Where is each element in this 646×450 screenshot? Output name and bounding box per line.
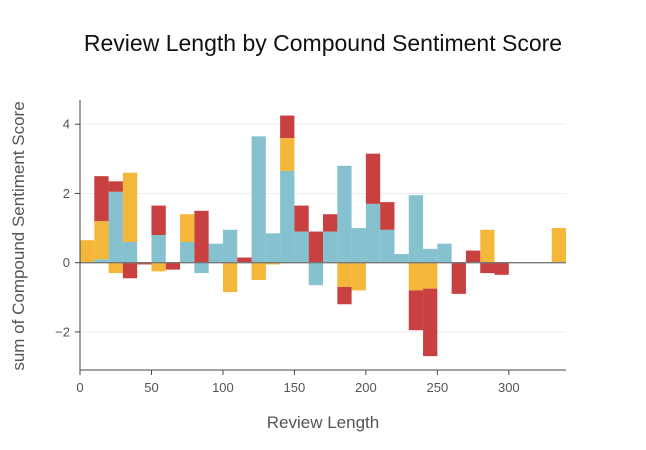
bar-s0-20 [423,248,438,263]
bar-s0-4 [180,241,195,263]
bar-s1-3 [122,172,138,242]
bar-s1-15 [551,228,566,263]
bar-s0-0 [94,259,109,263]
bar-s0-11 [294,231,309,263]
bar-s2-11 [323,214,338,232]
bar-s0-14 [337,165,352,263]
bar-s2-14 [380,202,395,230]
bar-s1-7 [251,262,266,280]
bar-s2-0 [94,176,109,222]
bar-s2-17 [451,262,466,294]
gridlines [80,123,566,333]
bar-s0-17 [380,229,395,263]
bar-s2-10 [308,231,323,263]
bar-s1-11 [351,262,366,291]
bar-s0-16 [365,203,381,263]
bar-s2-2 [122,262,138,279]
bar-s1-12 [408,262,424,291]
bar-s0-12 [308,262,323,286]
x-tick-label-0: 0 [76,380,83,395]
bar-s0-2 [122,241,138,263]
bar-s2-9 [294,205,309,232]
bar-s0-10 [280,170,295,263]
bar-s2-3 [137,262,152,265]
tick-labels: −2 0 2 4 0 50 100 150 200 250 300 [55,117,520,395]
y-tick-label-2: 2 [63,186,70,201]
bar-s1-13 [423,262,438,289]
bar-s2-16 [423,288,438,357]
bar-s2-8 [280,115,295,139]
bar-s2-5 [165,262,181,270]
bar-s2-15 [408,290,424,331]
x-tick-label-1: 50 [144,380,158,395]
y-tick-label-1: 0 [63,255,70,270]
bar-s1-4 [151,262,166,272]
bar-s1-1 [94,221,109,260]
bar-s2-18 [465,250,481,263]
axes [75,100,566,375]
bar-s1-9 [280,138,295,171]
x-tick-label-4: 200 [355,380,377,395]
bar-s1-5 [180,214,195,242]
bar-s2-1 [108,181,123,192]
chart-title: Review Length by Compound Sentiment Scor… [84,30,562,56]
bar-s2-19 [480,262,495,274]
bar-s0-8 [251,136,266,263]
bar-s1-6 [222,262,238,293]
bar-s0-3 [151,235,166,263]
y-axis-title: sum of Compound Sentiment Score [9,101,28,370]
bar-s0-15 [351,228,366,263]
x-tick-label-6: 300 [498,380,520,395]
bar-s2-13 [365,153,381,204]
bar-s0-7 [222,229,238,263]
bar-s1-2 [108,262,123,274]
y-tick-label-0: −2 [55,324,70,339]
x-axis-title: Review Length [267,413,379,432]
bar-s1-10 [337,262,352,287]
bar-s1-8 [265,262,281,265]
bar-s0-19 [408,195,424,263]
x-tick-label-3: 150 [284,380,306,395]
bar-s0-9 [265,233,281,263]
bar-s2-7 [237,257,252,263]
bar-s2-20 [494,262,509,275]
bar-s2-12 [337,286,352,305]
bar-s1-0 [80,240,95,263]
bar-s0-21 [437,243,452,263]
bar-s0-13 [323,231,338,263]
y-tick-label-3: 4 [63,117,70,132]
x-tick-label-2: 100 [212,380,234,395]
bar-s0-5 [194,262,209,274]
bar-s2-6 [194,210,209,263]
bar-s0-1 [108,191,123,263]
bars [80,115,566,357]
bar-s2-4 [151,205,166,235]
bar-s0-6 [208,243,223,263]
bar-s1-14 [480,229,495,263]
bar-s0-18 [394,254,409,263]
x-tick-label-5: 250 [427,380,449,395]
